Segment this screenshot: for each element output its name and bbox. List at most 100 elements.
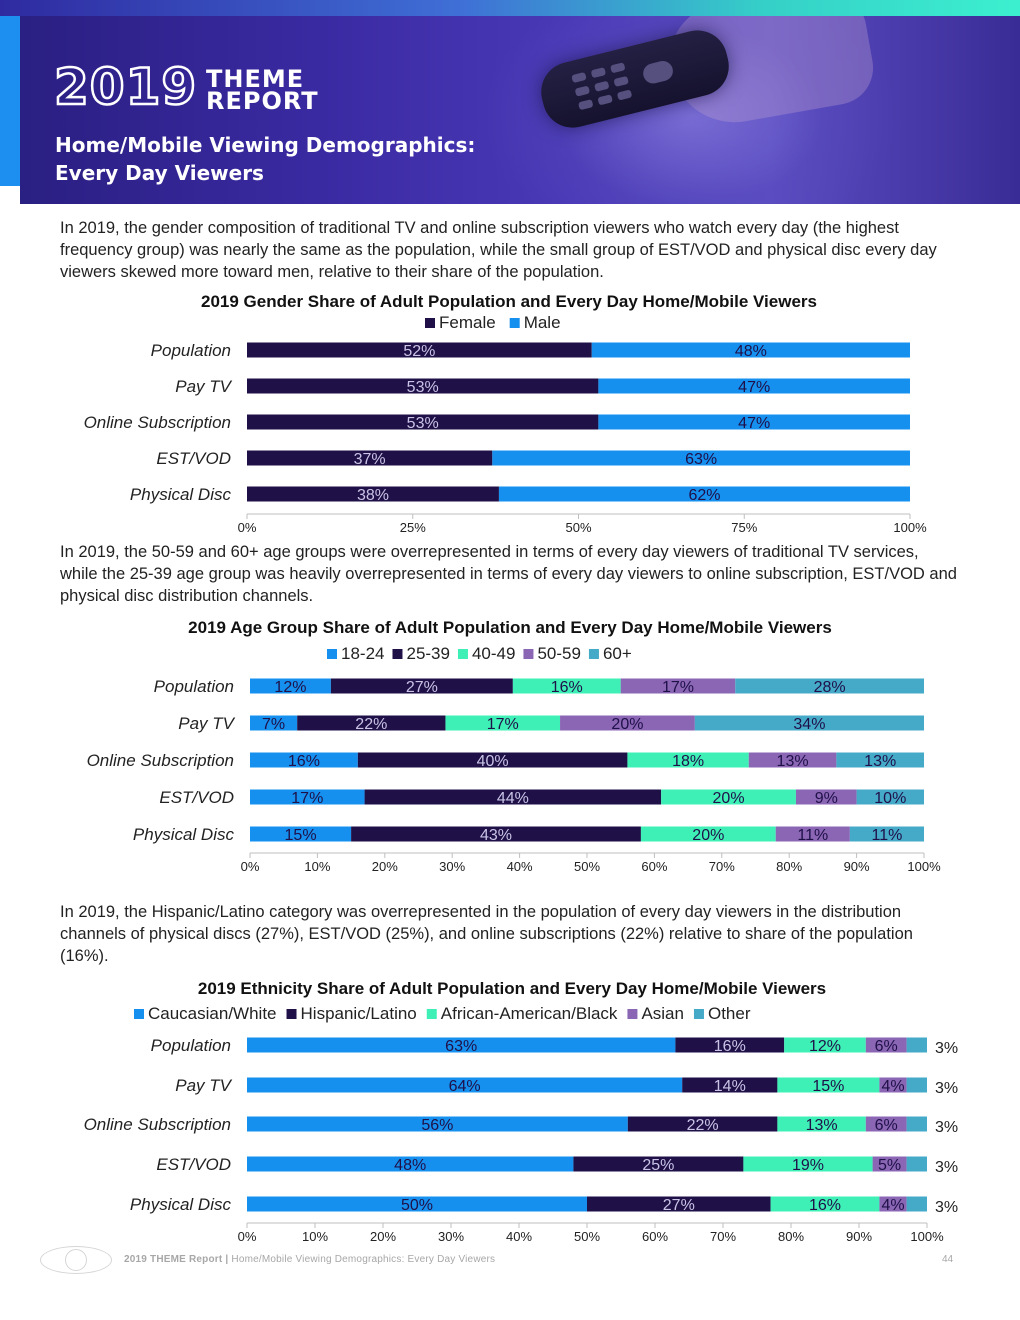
bar-18-24 bbox=[250, 715, 298, 731]
category-label: Online Subscription bbox=[84, 413, 231, 432]
paragraph-age: In 2019, the 50-59 and 60+ age groups we… bbox=[60, 543, 957, 605]
legend-swatch-4 bbox=[693, 1009, 704, 1019]
paragraph-gender: In 2019, the gender composition of tradi… bbox=[60, 219, 937, 281]
x-tick-label: 10% bbox=[304, 859, 330, 874]
data-label: 14% bbox=[714, 1078, 746, 1095]
footer-section: Home/Mobile Viewing Demographics: Every … bbox=[231, 1254, 496, 1265]
legend-swatch-3 bbox=[523, 649, 534, 659]
data-label: 6% bbox=[875, 1117, 898, 1134]
bar-25-39 bbox=[330, 678, 513, 694]
bar-50-59 bbox=[775, 826, 850, 842]
legend-swatch-0 bbox=[425, 318, 435, 328]
data-label: 63% bbox=[445, 1038, 477, 1055]
chart-title-ethnicity: 2019 Ethnicity Share of Adult Population… bbox=[197, 979, 827, 998]
data-label: 4% bbox=[881, 1078, 904, 1095]
x-tick-label: 60% bbox=[642, 1229, 668, 1244]
data-label: 11% bbox=[872, 827, 903, 844]
left-accent-bar bbox=[0, 16, 20, 186]
footer-separator: | bbox=[225, 1254, 229, 1265]
data-label: 22% bbox=[687, 1117, 719, 1134]
data-label: 64% bbox=[449, 1078, 481, 1095]
bar-hispanic-latino bbox=[682, 1077, 778, 1093]
bar-18-24 bbox=[250, 752, 358, 768]
legend-label-0: Caucasian/White bbox=[148, 1004, 277, 1023]
bar-male bbox=[598, 378, 910, 394]
bar-male bbox=[498, 486, 910, 502]
data-label: 16% bbox=[714, 1038, 746, 1055]
bar-18-24 bbox=[250, 789, 365, 805]
legend-label-4: 60+ bbox=[603, 644, 632, 663]
data-label: 3% bbox=[935, 1040, 958, 1057]
bar-female bbox=[247, 342, 592, 358]
legend-swatch-0 bbox=[327, 649, 337, 659]
data-label: 47% bbox=[738, 415, 770, 432]
legend-swatch-3 bbox=[627, 1009, 638, 1019]
category-label: Online Subscription bbox=[84, 1115, 231, 1134]
header-banner bbox=[20, 16, 1020, 204]
page-number: 44 bbox=[942, 1254, 954, 1265]
category-label: Population bbox=[151, 1036, 231, 1055]
bar-other bbox=[906, 1196, 927, 1212]
category-label: Pay TV bbox=[175, 377, 232, 396]
bar-other bbox=[906, 1077, 927, 1093]
bar-hispanic-latino bbox=[587, 1196, 771, 1212]
legend-swatch-1 bbox=[392, 649, 403, 659]
x-tick-label: 20% bbox=[372, 859, 398, 874]
data-label: 17% bbox=[291, 790, 323, 807]
bar-60- bbox=[836, 752, 924, 768]
bar-asian bbox=[872, 1156, 907, 1172]
x-tick-label: 0% bbox=[238, 1229, 257, 1244]
bar-asian bbox=[879, 1077, 907, 1093]
x-tick-label: 30% bbox=[439, 859, 465, 874]
data-label: 28% bbox=[814, 679, 846, 696]
legend-label-2: 40-49 bbox=[472, 644, 515, 663]
x-tick-label: 100% bbox=[907, 859, 941, 874]
data-label: 20% bbox=[713, 790, 745, 807]
data-label: 48% bbox=[394, 1157, 426, 1174]
bar-50-59 bbox=[795, 789, 857, 805]
data-label: 18% bbox=[672, 753, 704, 770]
legend-label-1: 25-39 bbox=[406, 644, 449, 663]
bar-25-39 bbox=[351, 826, 641, 842]
bar-other bbox=[906, 1156, 927, 1172]
category-label: Online Subscription bbox=[87, 751, 234, 770]
logo-report: REPORT bbox=[206, 87, 319, 115]
bar-25-39 bbox=[357, 752, 628, 768]
bar-40-49 bbox=[627, 752, 749, 768]
top-gradient-strip bbox=[0, 0, 1020, 16]
bar-18-24 bbox=[250, 826, 352, 842]
data-label: 12% bbox=[274, 679, 306, 696]
data-label: 16% bbox=[809, 1197, 841, 1214]
x-tick-label: 30% bbox=[438, 1229, 464, 1244]
bar-40-49 bbox=[661, 789, 796, 805]
legend-swatch-0 bbox=[134, 1009, 144, 1019]
data-label: 3% bbox=[935, 1199, 958, 1216]
logo-year: 2019 bbox=[53, 58, 198, 116]
legend-swatch-2 bbox=[457, 649, 468, 659]
x-tick-label: 60% bbox=[641, 859, 667, 874]
bar-40-49 bbox=[445, 715, 561, 731]
bar-other bbox=[906, 1037, 927, 1053]
data-label: 34% bbox=[793, 716, 825, 733]
legend-label-3: 50-59 bbox=[537, 644, 580, 663]
bar-female bbox=[247, 378, 599, 394]
bar-50-59 bbox=[560, 715, 695, 731]
bar-female bbox=[247, 450, 493, 466]
data-label: 25% bbox=[642, 1157, 674, 1174]
logo-theme: THEME bbox=[206, 65, 305, 93]
paragraph-ethnicity: In 2019, the Hispanic/Latino category wa… bbox=[60, 903, 913, 965]
category-label: Physical Disc bbox=[133, 825, 235, 844]
data-label: 63% bbox=[685, 451, 717, 468]
data-label: 3% bbox=[935, 1119, 958, 1136]
data-label: 5% bbox=[878, 1157, 901, 1174]
footer-logo-icon bbox=[40, 1246, 112, 1274]
data-label: 37% bbox=[354, 451, 386, 468]
x-tick-label: 70% bbox=[710, 1229, 736, 1244]
bar-60- bbox=[849, 826, 924, 842]
category-label: Physical Disc bbox=[130, 1195, 232, 1214]
data-label: 11% bbox=[797, 827, 828, 844]
legend-swatch-2 bbox=[426, 1009, 437, 1019]
data-label: 20% bbox=[692, 827, 724, 844]
bar-asian bbox=[865, 1116, 907, 1132]
